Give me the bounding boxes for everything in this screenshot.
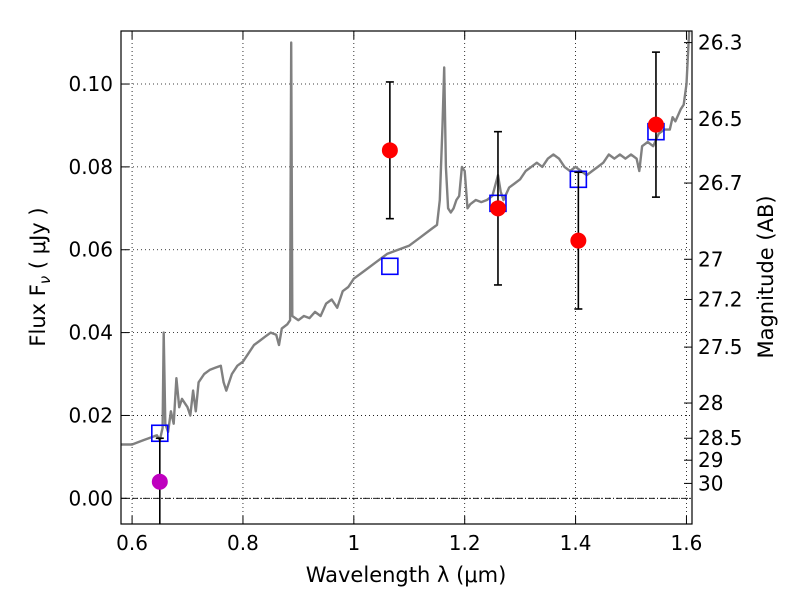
x-axis-label: Wavelength λ (μm) — [306, 563, 507, 587]
x-tick-label: 0.6 — [116, 531, 148, 555]
y-tick-label: 0.06 — [68, 238, 113, 262]
right-axis-tick-label: 28 — [698, 391, 723, 415]
right-axis-tick-label: 30 — [698, 471, 723, 495]
y-tick-label: 0.10 — [68, 72, 113, 96]
observed-point — [381, 142, 398, 159]
x-tick-label: 1.2 — [449, 531, 481, 555]
sed-line — [121, 31, 691, 446]
upper-limit-point — [151, 473, 168, 490]
y-axis-label-right: Magnitude (AB) — [754, 195, 778, 358]
plot-frame — [120, 30, 693, 525]
x-tick-label: 1.4 — [560, 531, 592, 555]
x-tick-label: 0.8 — [227, 531, 259, 555]
tick-layer: 0.6 0.8 1 1.2 1.4 1.6 0.00 0.02 0.04 0.06 0.08 0.10… — [68, 31, 742, 555]
y-tick-label: 0.04 — [68, 321, 113, 345]
right-axis-tick-label: 28.5 — [698, 426, 743, 450]
observed-point — [570, 232, 587, 249]
series-layer — [121, 31, 691, 524]
y-tick-label: 0.08 — [68, 155, 113, 179]
observed-point — [489, 200, 506, 217]
right-axis-tick-label: 26.3 — [698, 31, 743, 55]
y-axis-label-left: Flux Fν ( μJy ) — [26, 207, 54, 346]
right-axis-tick-label: 27.2 — [698, 287, 743, 311]
x-tick-label: 1 — [347, 531, 360, 555]
right-axis-tick-label: 27 — [698, 247, 723, 271]
x-tick-label: 1.6 — [671, 531, 703, 555]
y-tick-label: 0.02 — [68, 403, 113, 427]
model-photometry-square — [381, 257, 399, 276]
observed-point — [647, 116, 664, 133]
right-axis-tick-label: 27.5 — [698, 335, 743, 359]
y-tick-label: 0.00 — [68, 486, 113, 510]
right-axis-tick-label: 29 — [698, 448, 723, 472]
right-axis-tick-label: 26.5 — [698, 107, 743, 131]
right-axis-tick-label: 26.7 — [698, 171, 743, 195]
